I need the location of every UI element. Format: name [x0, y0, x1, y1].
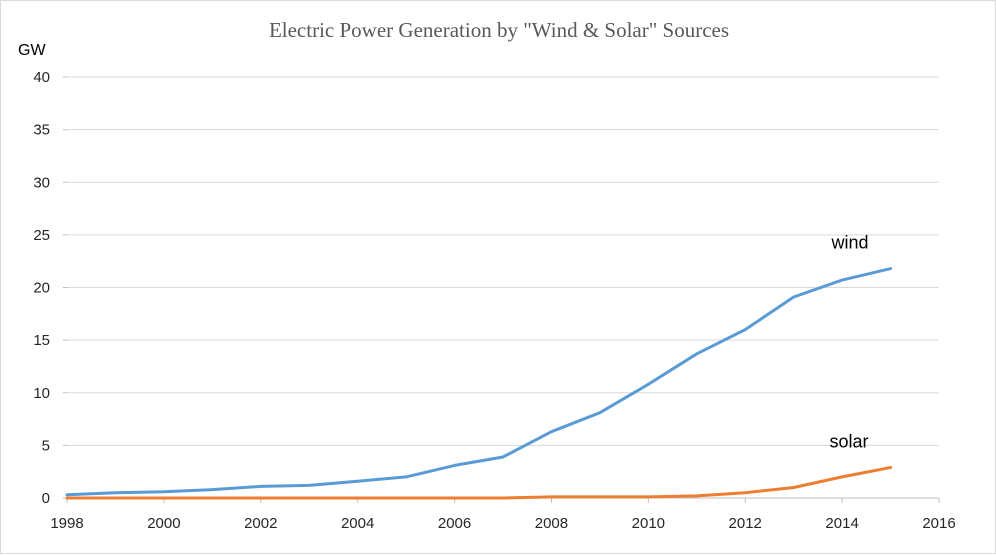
- y-tick-label: 5: [42, 437, 50, 454]
- series-line-wind: [65, 267, 893, 497]
- y-tick-label: 25: [33, 227, 50, 244]
- x-tick-label: 2004: [341, 515, 374, 532]
- x-tick-label: 2006: [438, 515, 471, 532]
- y-tick-label: 0: [42, 490, 50, 507]
- y-tick-label: 15: [33, 332, 50, 349]
- chart-title: Electric Power Generation by "Wind & Sol…: [268, 18, 730, 42]
- y-tick-label: 35: [33, 122, 50, 139]
- y-tick-label: 20: [33, 280, 50, 297]
- y-tick-label: 10: [33, 385, 50, 402]
- series-label-wind: wind: [831, 233, 869, 253]
- x-tick-label: 2010: [632, 515, 665, 532]
- x-tick-label: 2012: [729, 515, 762, 532]
- x-tick-label: 2014: [825, 515, 858, 532]
- x-tick-label: 2002: [244, 515, 277, 532]
- series-label-solar: solar: [830, 431, 869, 451]
- x-tick-label: 2008: [535, 515, 568, 532]
- y-axis-unit-label: GW: [18, 42, 46, 59]
- x-tick-label: 1998: [50, 515, 83, 532]
- x-tick-label: 2000: [147, 515, 180, 532]
- y-tick-label: 30: [33, 174, 50, 191]
- series-line-solar: [65, 466, 893, 500]
- x-tick-label: 2016: [922, 515, 955, 532]
- y-tick-label: 40: [33, 69, 50, 86]
